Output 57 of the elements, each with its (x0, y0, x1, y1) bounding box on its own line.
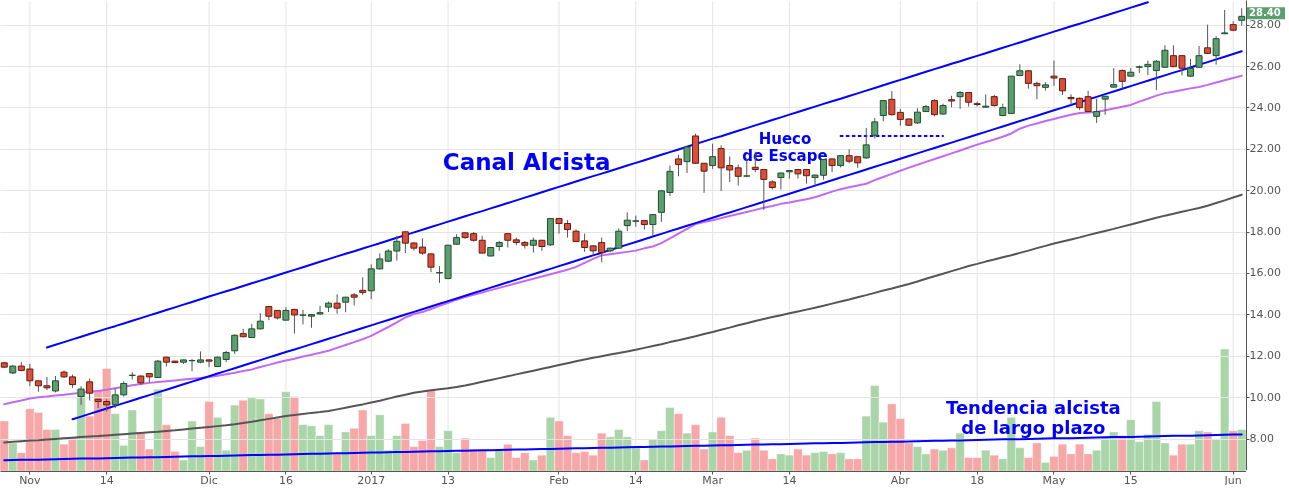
candlestick (709, 143, 717, 170)
y-tick-label: 14.00 (1249, 307, 1281, 321)
candlestick (231, 333, 239, 355)
candlestick (86, 378, 94, 401)
x-tick-label: Feb (549, 473, 569, 487)
candlestick (777, 172, 785, 191)
annotation: Tendencia alcista de largo plazo (946, 397, 1121, 438)
x-tick-label: 14 (99, 473, 114, 487)
text: 28.40 (1249, 7, 1281, 19)
y-tick-label: 22.00 (1249, 142, 1281, 156)
line-series (3, 193, 1243, 444)
candlestick (879, 99, 887, 122)
candlestick (128, 371, 136, 381)
y-tick-label: 26.00 (1249, 59, 1281, 73)
candlestick (1212, 35, 1220, 66)
annotation: Canal Alcista (442, 149, 611, 175)
candlestick (77, 385, 85, 406)
candlestick (1204, 24, 1212, 55)
candlestick (888, 90, 896, 116)
y-tick-label: 10.00 (1249, 390, 1281, 404)
y-tick-label: 12.00 (1249, 349, 1281, 363)
x-tick-label: Dic (200, 473, 218, 487)
x-tick-label: Jun (1223, 473, 1242, 487)
x-tick-label: 14 (628, 473, 643, 487)
candlestick (1110, 67, 1118, 89)
x-tick-label: May (1042, 473, 1066, 487)
x-tick-label: Abr (890, 473, 911, 487)
y-tick-label: 8.00 (1249, 432, 1274, 446)
y-tick-label: 16.00 (1249, 266, 1281, 280)
candlestick (862, 127, 870, 160)
candlestick (871, 117, 879, 140)
x-tick-label: 13 (441, 473, 456, 487)
candlestick (1093, 98, 1101, 124)
candlestick (956, 90, 964, 110)
annotation: Hueco de Escape (742, 130, 828, 165)
x-tick-label: 14 (782, 473, 797, 487)
candlestick (982, 93, 990, 108)
candlestick (1221, 9, 1229, 35)
candlestick (205, 358, 213, 368)
y-tick-label: 28.00 (1249, 18, 1281, 32)
x-tick-label: 18 (970, 473, 985, 487)
y-tick-label: 18.00 (1249, 225, 1281, 239)
x-tick-label: 16 (278, 473, 293, 487)
candlestick (674, 154, 682, 177)
line-series (45, 1, 1149, 349)
candlestick (683, 146, 691, 174)
x-tick-label: Mar (702, 473, 724, 487)
y-tick-label: 24.00 (1249, 100, 1281, 114)
x-tick-label: 15 (1123, 473, 1138, 487)
y-tick-label: 20.00 (1249, 183, 1281, 197)
x-tick-label: 2017 (357, 473, 386, 487)
candlestick (1195, 45, 1203, 69)
x-tick-label: Nov (19, 473, 42, 487)
candlestick (1187, 58, 1195, 78)
candlestick (333, 293, 341, 315)
candlestick (734, 164, 742, 187)
candlestick (290, 308, 298, 335)
